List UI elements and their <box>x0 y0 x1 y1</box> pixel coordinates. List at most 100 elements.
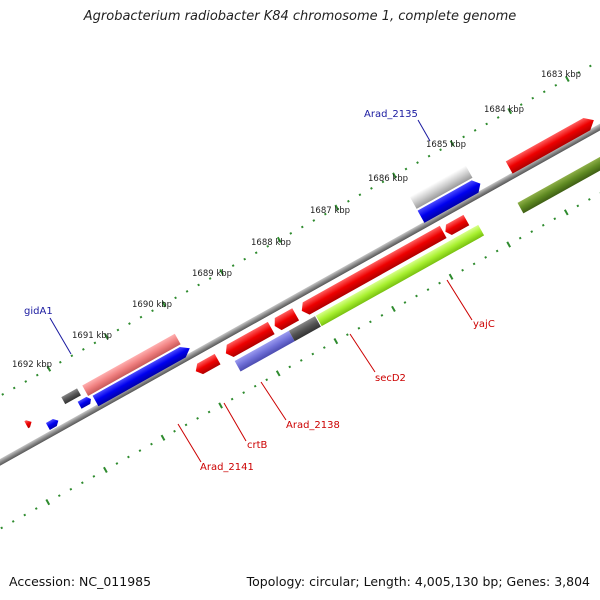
minor-tick <box>438 281 441 285</box>
minor-tick <box>299 359 303 362</box>
track-frame <box>0 3 600 530</box>
minor-tick <box>173 429 176 433</box>
map-title: Agrobacterium radiobacter K84 chromosome… <box>83 9 517 24</box>
minor-tick <box>403 301 407 304</box>
kbp-label: 1692 kbp <box>12 360 52 370</box>
minor-tick <box>35 373 39 377</box>
major-tick <box>333 338 339 345</box>
minor-tick <box>576 204 580 208</box>
gene-arrow <box>92 346 190 407</box>
minor-tick <box>519 103 523 106</box>
callout-line <box>417 119 431 142</box>
minor-tick <box>323 212 327 216</box>
minor-tick <box>82 347 85 351</box>
minor-tick <box>1 393 5 396</box>
forward-genes <box>24 117 594 430</box>
minor-tick <box>254 251 258 255</box>
gene-arrow <box>45 419 59 430</box>
minor-tick <box>380 314 384 317</box>
gene-gidA1 <box>82 333 181 396</box>
callout-line <box>177 423 202 463</box>
gene-label-arad-2138: Arad_2138 <box>286 420 340 431</box>
major-tick <box>334 204 340 211</box>
callout-lines <box>49 119 473 463</box>
minor-tick <box>24 380 28 383</box>
minor-tick <box>542 90 546 94</box>
gene-label-crtb: crtB <box>247 440 268 451</box>
gene-arrow <box>61 388 81 405</box>
minor-tick <box>357 326 361 330</box>
minor-tick <box>404 167 408 171</box>
minor-tick <box>518 236 522 240</box>
minor-tick <box>485 122 489 126</box>
accession-text: Accession: NC_011985 <box>9 574 152 589</box>
minor-tick <box>472 262 476 266</box>
minor-tick <box>231 264 235 267</box>
minor-tick <box>243 257 247 261</box>
kbp-label: 1689 kbp <box>192 269 232 279</box>
callout-line <box>223 402 247 442</box>
kbp-label: 1688 kbp <box>251 238 291 248</box>
minor-tick <box>416 161 419 164</box>
major-tick <box>392 172 397 179</box>
minor-tick <box>80 481 84 485</box>
major-tick <box>275 370 281 377</box>
major-tick <box>564 75 570 82</box>
minor-tick <box>230 397 234 401</box>
gene-arrow <box>24 420 32 429</box>
minor-tick <box>92 474 96 478</box>
major-tick <box>218 402 223 409</box>
minor-tick <box>577 71 581 74</box>
minor-tick <box>312 219 316 222</box>
minor-tick <box>322 346 326 349</box>
kbp-label: 1686 kbp <box>368 174 408 184</box>
minor-tick <box>541 223 545 227</box>
minor-tick <box>346 333 349 337</box>
minor-tick <box>439 148 442 152</box>
reverse-genes <box>195 144 600 375</box>
minor-tick <box>266 244 270 248</box>
major-tick <box>104 333 109 340</box>
minor-tick <box>0 526 4 530</box>
major-tick <box>448 273 454 280</box>
major-tick <box>391 305 396 313</box>
major-tick <box>507 107 513 115</box>
minor-tick <box>115 462 119 465</box>
minor-tick <box>253 384 257 388</box>
gene-label-secd2: secD2 <box>375 373 406 384</box>
minor-tick <box>415 294 418 298</box>
minor-tick <box>427 154 431 158</box>
minor-tick <box>184 423 188 427</box>
gene-arrow <box>409 165 473 209</box>
callout-line <box>349 333 376 373</box>
minor-tick <box>381 180 385 184</box>
gene-Arad_2141 <box>195 353 221 375</box>
gene-arrow <box>225 321 275 358</box>
minor-tick <box>58 360 62 364</box>
minor-tick <box>531 96 535 100</box>
minor-tick <box>495 249 499 253</box>
minor-tick <box>34 507 38 510</box>
outer-scale <box>1 64 592 396</box>
gene-yajC <box>445 214 470 236</box>
gene-label-arad-2141: Arad_2141 <box>200 462 254 473</box>
minor-tick <box>197 283 200 287</box>
gene-arrow <box>517 144 600 214</box>
minor-tick <box>57 494 61 498</box>
kbp-label: 1684 kbp <box>484 105 524 115</box>
minor-tick <box>473 129 477 132</box>
minor-tick <box>196 417 199 420</box>
minor-tick <box>347 199 350 203</box>
major-tick <box>103 466 108 474</box>
minor-tick <box>496 116 500 119</box>
minor-tick <box>461 268 464 272</box>
minor-tick <box>185 290 189 293</box>
callout-line <box>49 317 72 355</box>
gene-Arad_2138 <box>288 316 321 342</box>
minor-tick <box>358 193 362 197</box>
major-tick <box>45 499 51 506</box>
minor-tick <box>300 225 304 229</box>
minor-tick <box>462 135 465 139</box>
gene-Arad_2135 <box>417 180 481 223</box>
kbp-label: 1685 kbp <box>426 140 466 150</box>
